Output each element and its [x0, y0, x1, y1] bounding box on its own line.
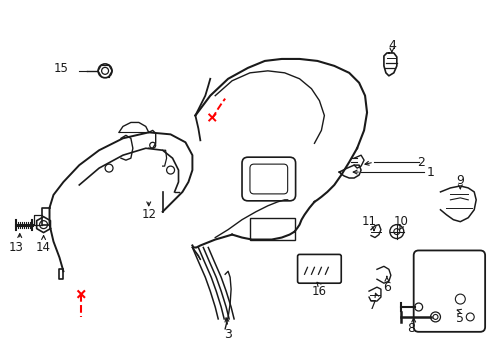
- Text: 7: 7: [368, 298, 376, 311]
- Text: 16: 16: [311, 285, 326, 298]
- Text: 6: 6: [382, 281, 390, 294]
- Text: 8: 8: [406, 322, 414, 336]
- Text: 15: 15: [54, 62, 69, 75]
- Text: 12: 12: [141, 208, 156, 221]
- Text: 5: 5: [455, 312, 464, 325]
- Text: 11: 11: [361, 215, 376, 228]
- Text: 3: 3: [224, 328, 232, 341]
- Text: 14: 14: [36, 241, 51, 254]
- Text: 13: 13: [8, 241, 23, 254]
- Text: 2: 2: [416, 156, 424, 168]
- Text: 4: 4: [387, 39, 395, 51]
- Text: 9: 9: [455, 174, 463, 186]
- Bar: [249, 218, 294, 239]
- Text: 1: 1: [426, 166, 434, 179]
- Text: 10: 10: [392, 215, 407, 228]
